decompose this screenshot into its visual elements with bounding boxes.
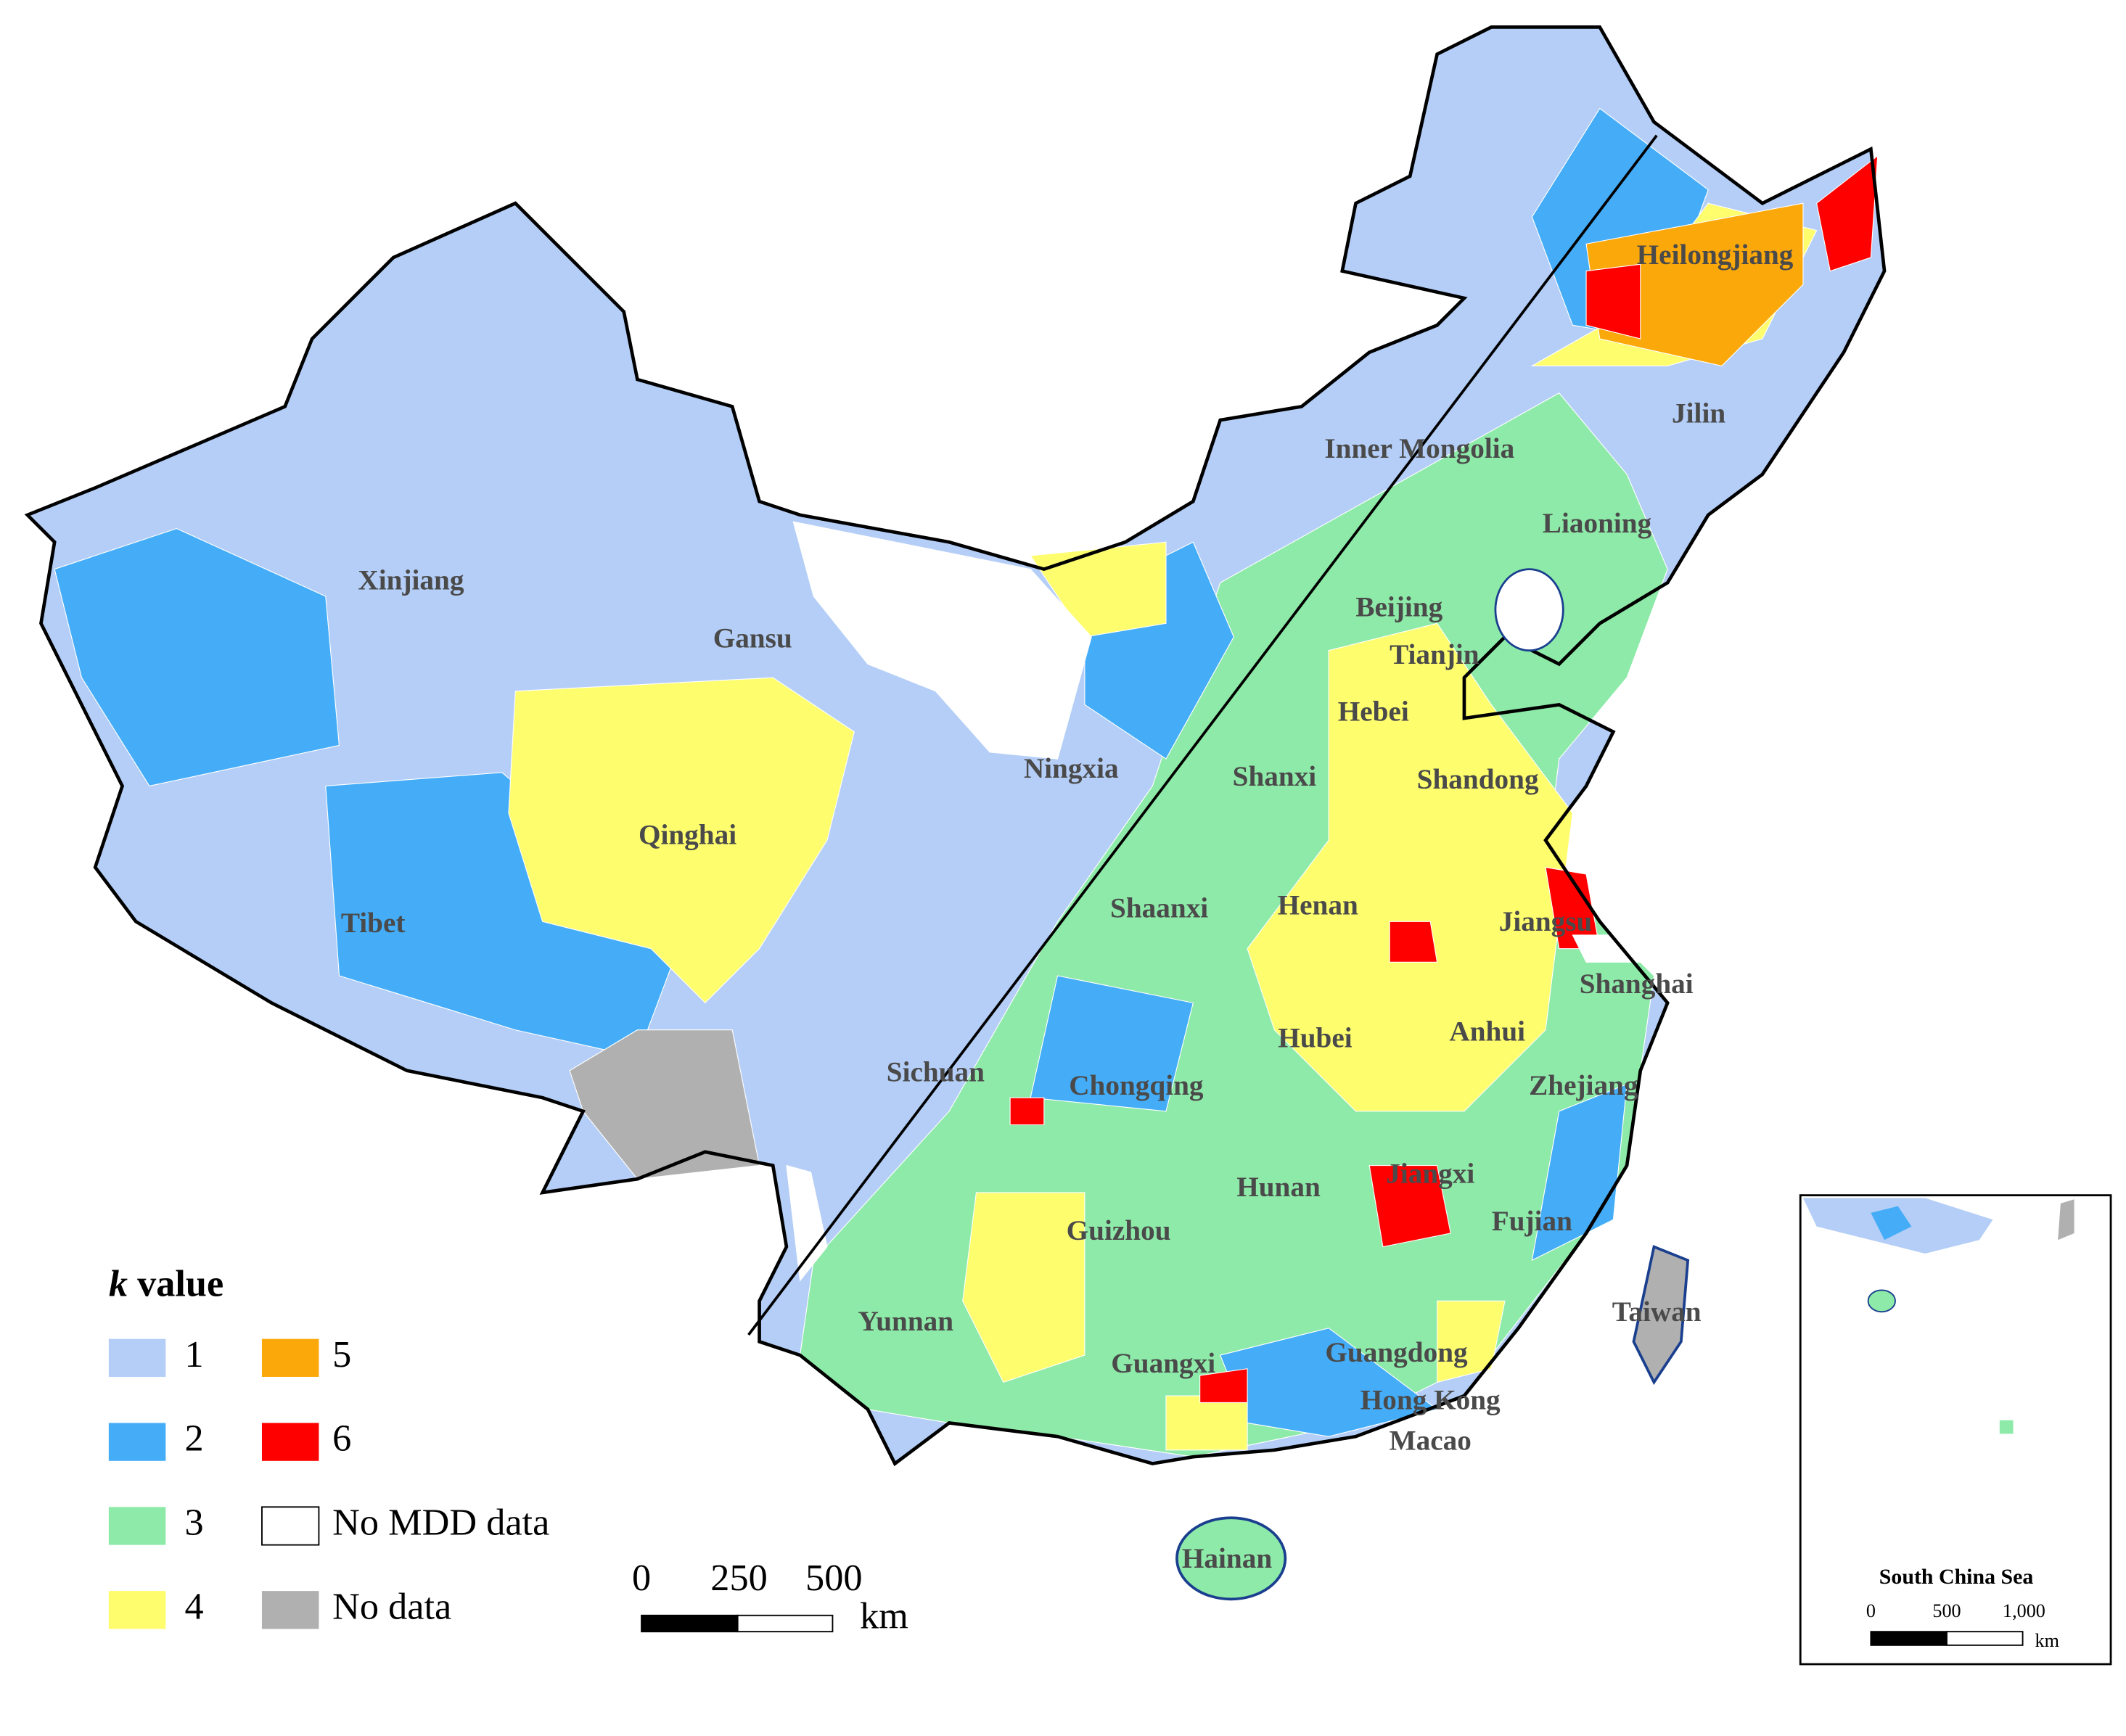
region: [792, 521, 1092, 760]
province-label: Taiwan: [1612, 1296, 1702, 1328]
scale-unit: km: [860, 1595, 908, 1637]
province-label: Shandong: [1417, 764, 1539, 795]
province-label: Xinjiang: [358, 564, 464, 596]
province-label: Anhui: [1449, 1016, 1525, 1047]
legend-swatch: [108, 1423, 166, 1461]
scale-bar-black: [641, 1614, 739, 1633]
legend-label: 3: [184, 1501, 203, 1543]
province-label: Hebei: [1338, 696, 1409, 727]
legend-label: 4: [184, 1585, 203, 1627]
inset-scale-black: [1870, 1631, 1948, 1646]
scale-label: 500: [805, 1557, 862, 1599]
scale-bar-white: [736, 1614, 834, 1633]
province-label: Gansu: [713, 623, 792, 654]
province-label: Hainan: [1182, 1543, 1272, 1574]
province-label: Liaoning: [1543, 508, 1652, 539]
province-label: Guangxi: [1111, 1348, 1215, 1379]
legend-swatch: [261, 1338, 319, 1377]
legend-title: k value: [109, 1263, 223, 1305]
region: [1816, 155, 1879, 272]
province-label: Jilin: [1672, 398, 1725, 429]
region: [54, 527, 340, 787]
inset: South China Sea 0 500 1,000 km: [1799, 1194, 2112, 1666]
legend-label: 1: [184, 1333, 203, 1375]
legend: 1 2 3 4 5 6 No MDD data No data: [108, 1333, 549, 1629]
inset-frame: [1799, 1194, 2112, 1666]
legend-label: 6: [332, 1418, 351, 1460]
country-border: [24, 25, 1887, 1467]
province-label: Ningxia: [1024, 753, 1119, 784]
province-labels: Xinjiang Gansu Inner Mongolia Heilongjiang J…: [341, 239, 1794, 1574]
legend-label: 5: [332, 1333, 351, 1375]
legend-swatch: [261, 1423, 319, 1461]
scale-label: 250: [710, 1557, 767, 1599]
province-label: Zhejiang: [1529, 1070, 1638, 1101]
legend-swatch: [108, 1507, 166, 1545]
scale-label: 0: [632, 1557, 651, 1599]
legend-label: No MDD data: [332, 1501, 549, 1543]
legend-label: 2: [184, 1418, 203, 1460]
legend-swatch: [261, 1591, 319, 1629]
inset-scale-label: 500: [1932, 1600, 1961, 1621]
province-label: Hubei: [1278, 1023, 1353, 1054]
province-label: Qinghai: [639, 819, 736, 850]
legend-symbol: k: [109, 1263, 128, 1305]
province-label: Chongqing: [1069, 1070, 1204, 1101]
province-label: Beijing: [1355, 592, 1442, 623]
province-label: Macao: [1390, 1425, 1472, 1456]
inset-scale-label: 1,000: [2003, 1600, 2045, 1621]
region: [1572, 934, 1641, 963]
region: [1175, 1516, 1287, 1601]
region: [1030, 975, 1194, 1112]
inset-taiwan: [2058, 1199, 2074, 1241]
region: [1165, 1395, 1248, 1451]
region: [1632, 1245, 1690, 1386]
inset-hainan: [1867, 1289, 1896, 1313]
region: [1009, 1097, 1045, 1126]
bohai-sea: [1494, 568, 1564, 652]
legend-label: No data: [332, 1585, 451, 1627]
province-label: Inner Mongolia: [1324, 433, 1514, 464]
region: [508, 677, 855, 1004]
province-label: Fujian: [1492, 1206, 1572, 1237]
hu-line: [747, 134, 1658, 1336]
legend-swatch: [108, 1338, 166, 1377]
province-label: Shaanxi: [1110, 892, 1208, 923]
region: [1531, 1083, 1628, 1262]
province-label: Guangdong: [1325, 1337, 1468, 1368]
regions: [24, 25, 1887, 1601]
legend-title-text: value: [137, 1263, 223, 1305]
province-label: Tibet: [341, 908, 406, 939]
province-label: Sichuan: [887, 1056, 985, 1087]
region: [1247, 622, 1573, 1112]
inset-scale-unit: km: [2035, 1630, 2059, 1651]
region: [1437, 1300, 1506, 1383]
province-label: Guizhou: [1067, 1215, 1171, 1246]
legend-swatch: [261, 1506, 320, 1546]
province-label: Heilongjiang: [1637, 239, 1794, 271]
region: [786, 1164, 828, 1282]
legend-swatch: [108, 1591, 166, 1629]
region: [1199, 1368, 1248, 1404]
province-label: Hunan: [1236, 1172, 1321, 1203]
province-label: Jiangxi: [1386, 1158, 1474, 1189]
province-label: Shanxi: [1233, 761, 1317, 792]
region: [1389, 921, 1438, 963]
inset-scale-white: [1946, 1631, 2024, 1646]
inset-island: [1999, 1420, 2014, 1434]
inset-title: South China Sea: [1879, 1565, 2034, 1589]
inset-scale-label: 0: [1866, 1600, 1876, 1621]
province-label: Shanghai: [1580, 968, 1694, 1000]
region: [1585, 263, 1641, 340]
region: [962, 1192, 1085, 1383]
scale-bar: 0 250 500 km: [632, 1557, 908, 1637]
province-label: Yunnan: [858, 1306, 954, 1337]
province-label: Hong Kong: [1360, 1384, 1501, 1415]
province-label: Tianjin: [1390, 639, 1479, 670]
province-label: Henan: [1278, 890, 1358, 921]
province-label: Jiangsu: [1499, 906, 1593, 937]
region: [1368, 1164, 1451, 1248]
